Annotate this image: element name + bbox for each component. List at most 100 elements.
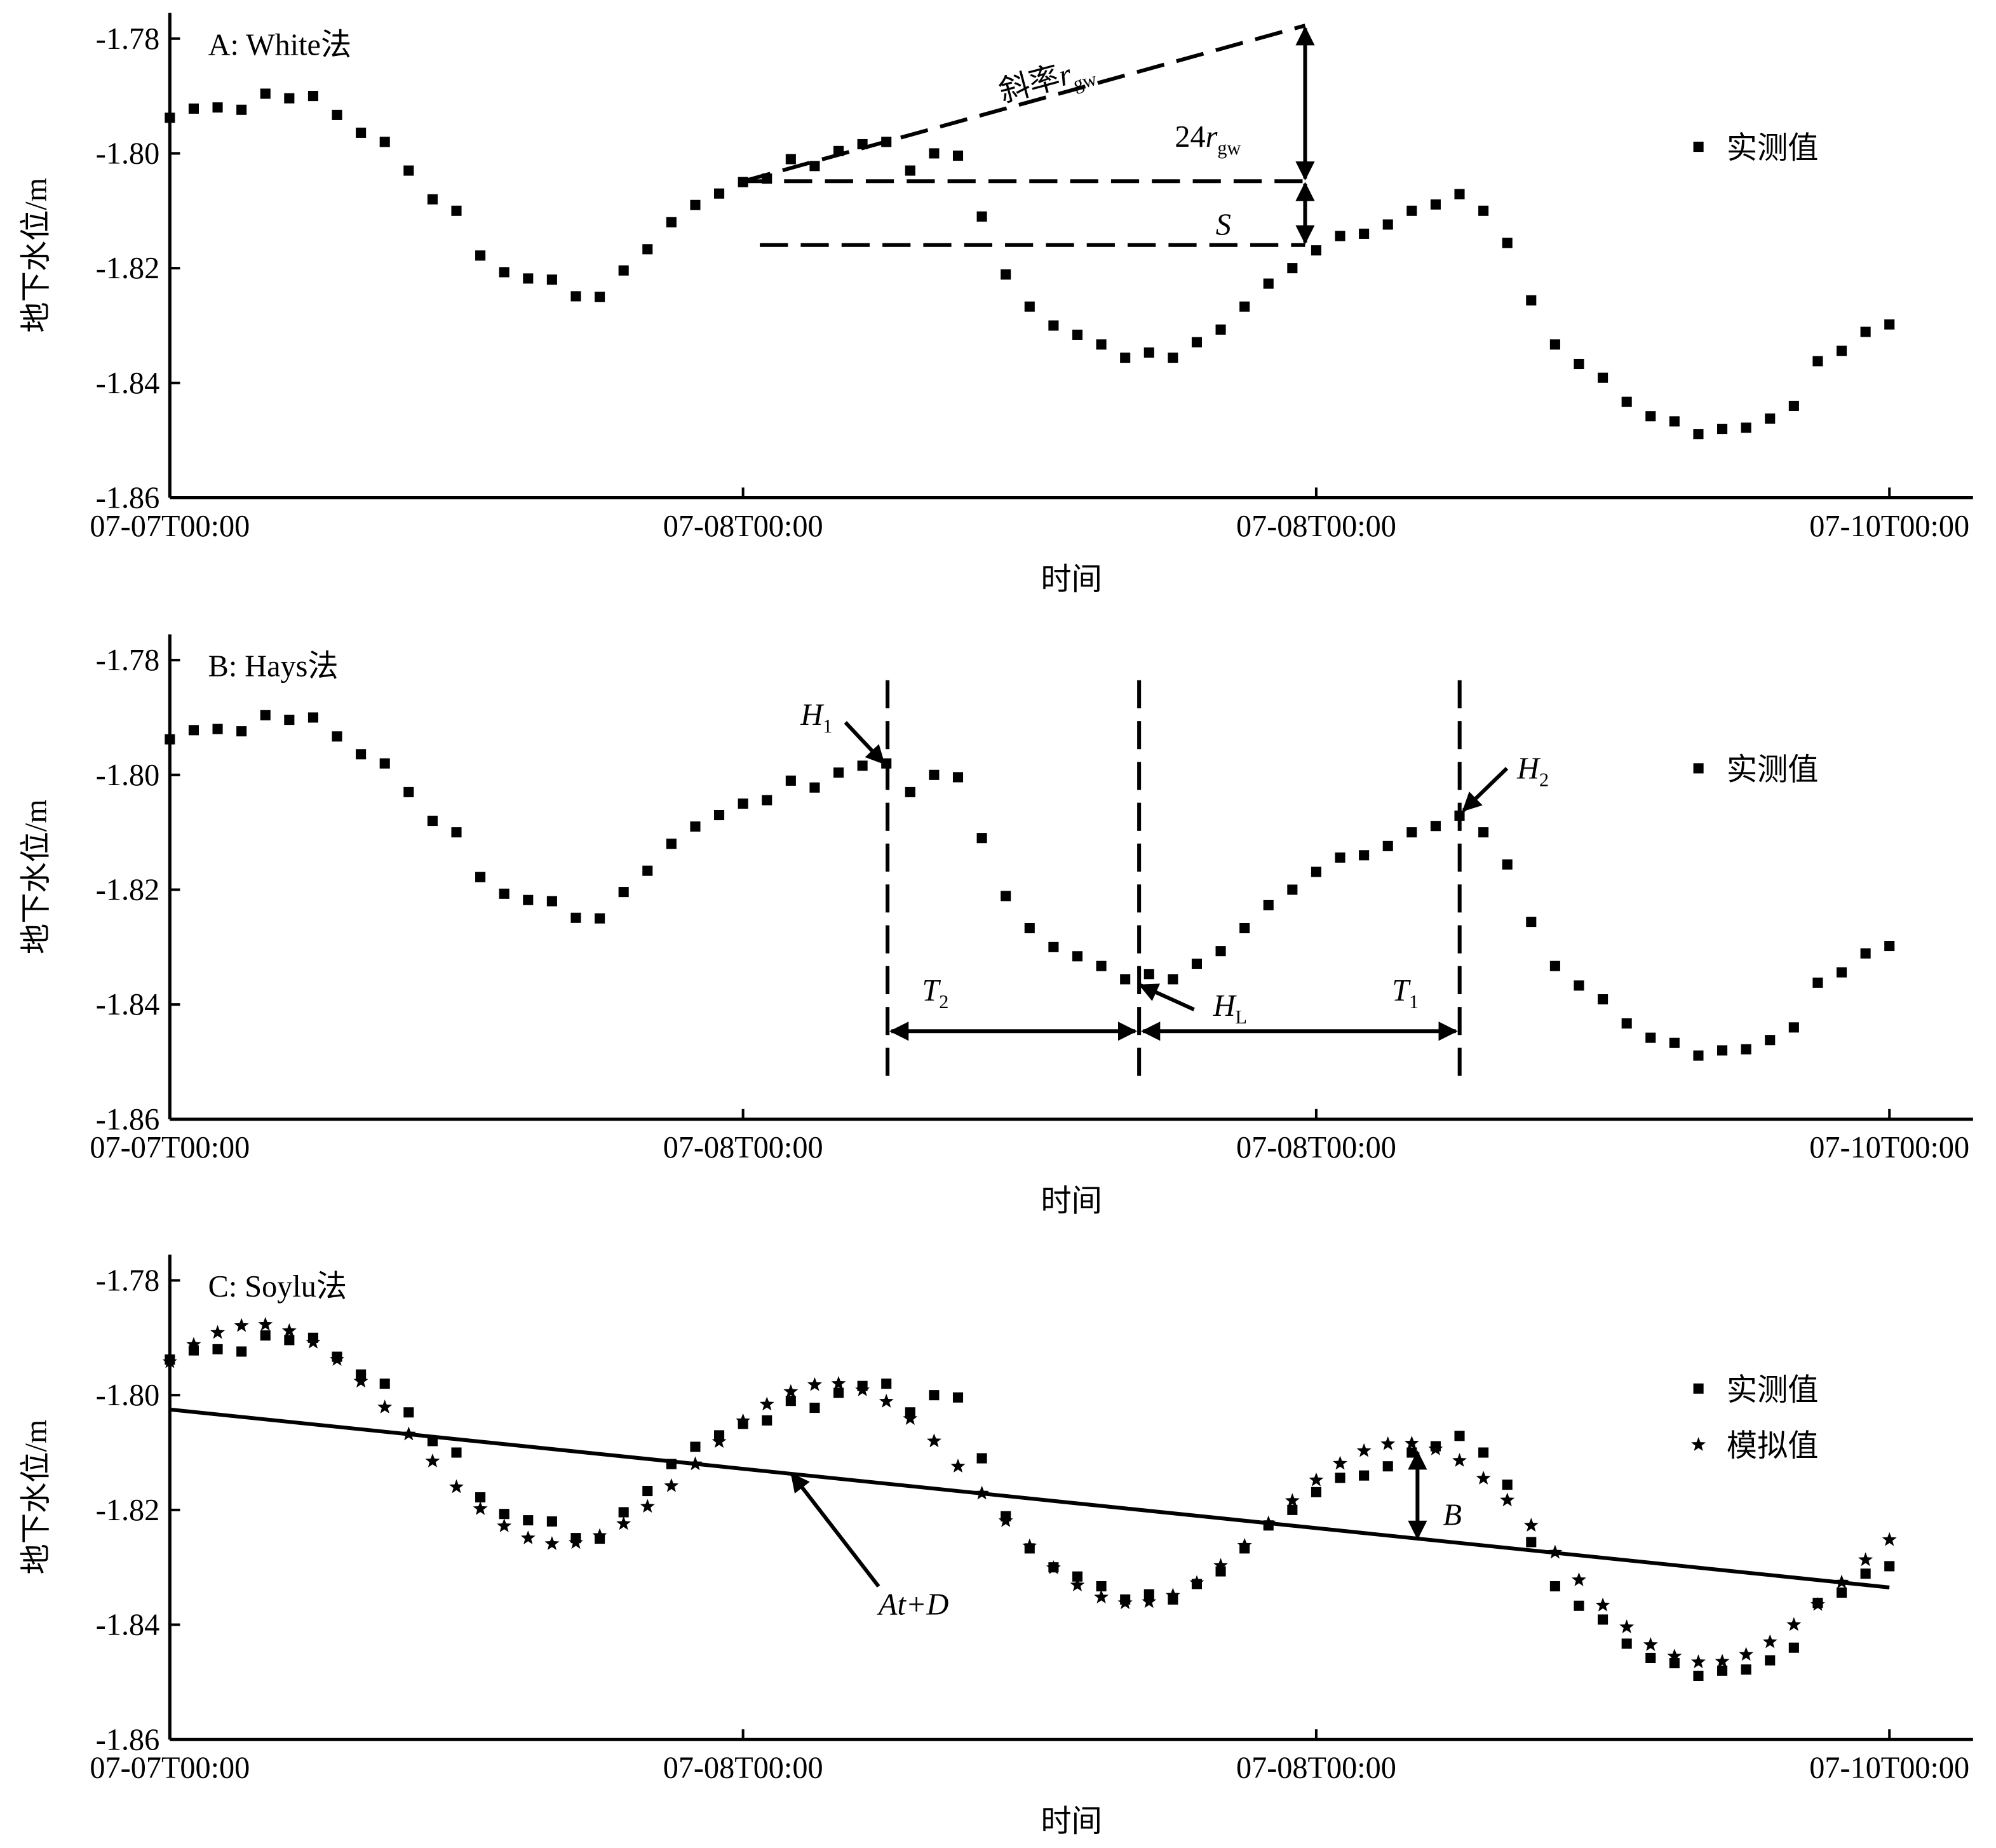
x-tick-label: 07-08T00:00 (1236, 1131, 1396, 1164)
square-marker (1502, 1480, 1513, 1490)
annotation: T2 (922, 974, 948, 1013)
square-marker (1001, 269, 1011, 280)
star-marker (1237, 1537, 1252, 1552)
square-marker (1096, 1581, 1107, 1592)
square-marker (451, 827, 462, 838)
square-marker (785, 775, 796, 786)
star-marker (1762, 1634, 1777, 1649)
star-marker (401, 1426, 416, 1441)
star-marker (1715, 1654, 1730, 1668)
square-marker (1048, 320, 1059, 331)
square-marker (1645, 411, 1656, 422)
square-marker (1741, 1664, 1751, 1675)
square-marker (666, 217, 677, 227)
star-marker (1452, 1453, 1467, 1467)
square-marker (1120, 974, 1131, 985)
square-marker (1837, 1587, 1847, 1598)
star-marker (1094, 1589, 1109, 1603)
star-marker (1117, 1595, 1133, 1609)
star-marker (950, 1459, 966, 1473)
star-marker (1810, 1596, 1825, 1611)
square-marker (1669, 416, 1680, 427)
annotation: 24rgw (1175, 120, 1241, 159)
square-marker (260, 1330, 271, 1341)
square-marker (356, 127, 367, 138)
square-marker (1001, 891, 1011, 901)
square-marker (1860, 1568, 1871, 1579)
square-marker (260, 710, 271, 720)
star-marker (1619, 1619, 1635, 1633)
x-tick-label: 07-08T00:00 (663, 509, 823, 543)
annotation-sub: 2 (1539, 769, 1549, 791)
square-marker (546, 896, 557, 907)
x-tick-label: 07-08T00:00 (663, 1751, 823, 1785)
star-marker (1142, 1594, 1157, 1609)
square-marker (356, 749, 367, 760)
square-marker (762, 795, 772, 806)
star-marker (1595, 1597, 1610, 1612)
square-marker (1574, 1600, 1584, 1611)
star-marker (974, 1485, 990, 1500)
x-tick-label: 07-08T00:00 (1236, 509, 1396, 543)
square-marker (236, 726, 247, 737)
star-marker (569, 1535, 583, 1549)
square-marker (833, 145, 844, 156)
square-marker (1024, 922, 1035, 934)
square-marker (1549, 961, 1560, 971)
star-marker (1500, 1492, 1515, 1507)
square-marker (1191, 959, 1203, 969)
square-marker (1884, 940, 1895, 952)
square-marker (809, 782, 820, 793)
square-marker (1359, 228, 1370, 239)
square-marker (1598, 994, 1608, 1005)
star-marker (258, 1316, 273, 1331)
star-marker (1189, 1575, 1204, 1589)
legend-label: 实测值 (1727, 753, 1819, 786)
panel-title: B: Hays法 (208, 650, 339, 684)
x-axis-title: 时间 (1041, 1185, 1102, 1218)
annotation: 斜率rgw (995, 51, 1099, 114)
y-tick-label: -1.84 (96, 367, 159, 400)
y-tick-label: -1.84 (96, 988, 159, 1022)
square-marker (427, 194, 438, 205)
square-marker (403, 165, 414, 176)
y-tick-label: -1.78 (96, 22, 159, 56)
star-marker (1404, 1435, 1419, 1450)
square-marker (1335, 1473, 1345, 1483)
square-marker (1741, 1044, 1751, 1055)
star-marker (1548, 1544, 1563, 1559)
x-tick-label: 07-08T00:00 (1236, 1751, 1396, 1785)
square-marker (666, 839, 677, 849)
star-marker (664, 1478, 679, 1492)
panel-title: A: White法 (208, 28, 352, 62)
square-marker (1621, 1018, 1632, 1029)
y-tick-label: -1.78 (96, 644, 159, 677)
star-marker (1858, 1552, 1873, 1567)
legend-marker (1691, 1437, 1706, 1451)
square-marker (260, 88, 271, 99)
square-marker (952, 772, 964, 783)
star-marker (1356, 1443, 1372, 1457)
annotation-text: 24 (1175, 120, 1205, 154)
star-marker (879, 1394, 894, 1408)
star-marker (1380, 1436, 1396, 1450)
square-marker (690, 199, 701, 210)
star-marker (1070, 1577, 1085, 1591)
arrow (844, 721, 886, 765)
x-tick-label: 07-08T00:00 (663, 1131, 823, 1164)
x-axis-title: 时间 (1041, 563, 1102, 597)
star-marker (1739, 1647, 1754, 1661)
square-marker (809, 1403, 820, 1413)
square-marker (332, 109, 342, 120)
square-marker (905, 786, 915, 797)
y-tick-label: -1.86 (96, 1103, 159, 1136)
annotation: S (1216, 208, 1231, 242)
square-marker (1263, 278, 1274, 289)
arrow (1138, 983, 1195, 1011)
annotation: H1 (800, 698, 832, 737)
star-marker (1165, 1588, 1180, 1602)
square-marker (307, 91, 318, 102)
square-marker (332, 731, 342, 742)
annotation-sub: 1 (1409, 991, 1419, 1013)
square-marker (1359, 850, 1370, 861)
